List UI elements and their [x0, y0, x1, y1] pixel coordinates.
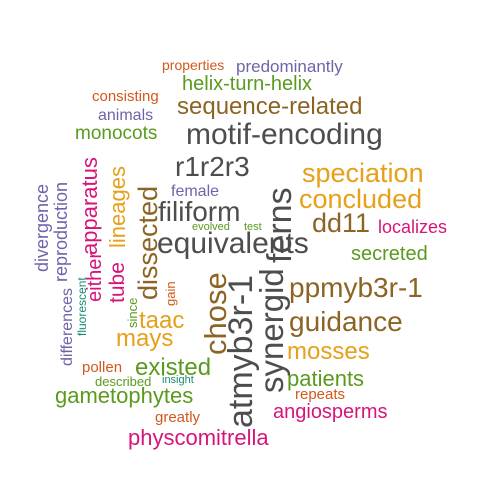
word-insight: insight [162, 374, 194, 386]
word-either: either [84, 251, 106, 302]
word-pollen: pollen [82, 359, 123, 376]
word-consisting: consisting [92, 88, 159, 105]
word-monocots: monocots [75, 123, 158, 144]
word-mosses: mosses [287, 338, 370, 365]
word-predominantly: predominantly [236, 57, 343, 76]
word-divergence: divergence [32, 183, 52, 272]
word-evolved: evolved [192, 221, 230, 233]
word-tube: tube [106, 262, 129, 303]
word-physcomitrella: physcomitrella [128, 425, 269, 450]
word-mays: mays [116, 325, 174, 352]
word-existed: existed [135, 354, 212, 381]
word-ppmyb3r-1: ppmyb3r-1 [289, 272, 423, 303]
word-sequence-related: sequence-related [177, 93, 363, 120]
word-patients: patients [287, 366, 365, 391]
word-speciation: speciation [302, 158, 424, 188]
word-dd11: dd11 [312, 208, 371, 238]
word-r1r2r3: r1r2r3 [175, 151, 250, 182]
word-gametophytes: gametophytes [55, 383, 194, 408]
word-animals: animals [98, 107, 154, 124]
word-reproduction: reproduction [51, 181, 71, 282]
word-since: since [125, 297, 140, 328]
word-synergid: synergid [253, 268, 290, 393]
word-properties: properties [162, 57, 225, 73]
word-repeats: repeats [295, 386, 346, 403]
word-test: test [244, 221, 262, 233]
word-guidance: guidance [289, 306, 403, 337]
word-described: described [95, 374, 152, 389]
word-filiform: filiform [158, 196, 241, 227]
word-helix-turn-helix: helix-turn-helix [182, 73, 313, 95]
word-taac: taac [139, 307, 185, 334]
word-lineages: lineages [105, 166, 130, 248]
word-concluded: concluded [299, 184, 423, 214]
word-secreted: secreted [351, 243, 428, 265]
word-ferns: ferns [261, 187, 299, 263]
word-apparatus: apparatus [77, 157, 102, 255]
word-angiosperms: angiosperms [273, 401, 388, 423]
word-gain: gain [163, 281, 178, 306]
word-equivalents: equivalents [157, 227, 309, 260]
word-greatly: greatly [155, 409, 201, 426]
word-motif-encoding: motif-encoding [186, 118, 383, 151]
word-localizes: localizes [378, 217, 448, 237]
word-female: female [171, 183, 220, 200]
word-differences: differences [59, 288, 76, 366]
word-dissected: dissected [133, 185, 163, 300]
